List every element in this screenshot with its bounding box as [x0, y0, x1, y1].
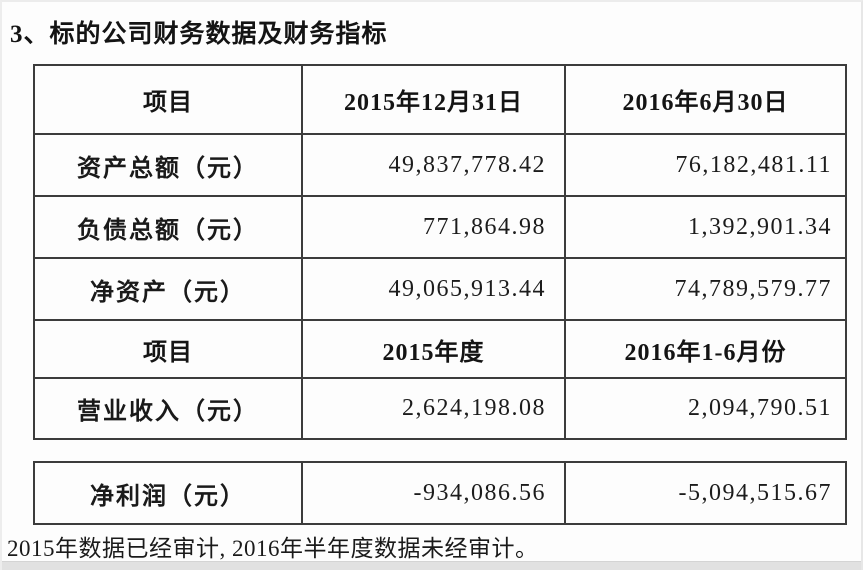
value-cell: -934,086.56 [301, 461, 566, 525]
balance-header-row: 项目 2015年12月31日 2016年6月30日 [33, 64, 847, 135]
value-cell: 49,065,913.44 [301, 257, 566, 321]
row-label: 资产总额（元） [33, 133, 303, 197]
financial-table-main: 项目 2015年12月31日 2016年6月30日 资产总额（元） 49,837… [33, 64, 847, 440]
value-cell: -5,094,515.67 [564, 461, 847, 525]
table-row-total-liabilities: 负债总额（元） 771,864.98 1,392,901.34 [33, 195, 847, 259]
value-cell: 2,094,790.51 [564, 377, 847, 440]
column-header-date-2015: 2015年12月31日 [301, 64, 566, 135]
column-header-period-2016: 2016年1-6月份 [564, 319, 847, 379]
column-header-item: 项目 [33, 64, 303, 135]
value-cell: 76,182,481.11 [564, 133, 847, 197]
page-bottom-edge [2, 561, 861, 570]
value-cell: 74,789,579.77 [564, 257, 847, 321]
value-cell: 1,392,901.34 [564, 195, 847, 259]
value-cell: 2,624,198.08 [301, 377, 566, 440]
financial-table-net-profit-fragment: 净利润（元） -934,086.56 -5,094,515.67 [33, 461, 847, 525]
row-label: 营业收入（元） [33, 377, 303, 440]
section-title: 3、标的公司财务数据及财务指标 [10, 21, 388, 48]
table-row-operating-revenue: 营业收入（元） 2,624,198.08 2,094,790.51 [33, 377, 847, 440]
table-row-net-assets: 净资产（元） 49,065,913.44 74,789,579.77 [33, 257, 847, 321]
table-row-net-profit: 净利润（元） -934,086.56 -5,094,515.67 [33, 461, 847, 525]
income-header-row: 项目 2015年度 2016年1-6月份 [33, 319, 847, 379]
row-label: 负债总额（元） [33, 195, 303, 259]
table-row-total-assets: 资产总额（元） 49,837,778.42 76,182,481.11 [33, 133, 847, 197]
column-header-date-2016: 2016年6月30日 [564, 64, 847, 135]
value-cell: 49,837,778.42 [301, 133, 566, 197]
column-header-period-2015: 2015年度 [301, 319, 566, 379]
row-label: 净资产（元） [33, 257, 303, 321]
value-cell: 771,864.98 [301, 195, 566, 259]
row-label: 净利润（元） [33, 461, 303, 525]
audit-footnote: 2015年数据已经审计, 2016年半年度数据未经审计。 [7, 536, 539, 561]
column-header-item: 项目 [33, 319, 303, 379]
